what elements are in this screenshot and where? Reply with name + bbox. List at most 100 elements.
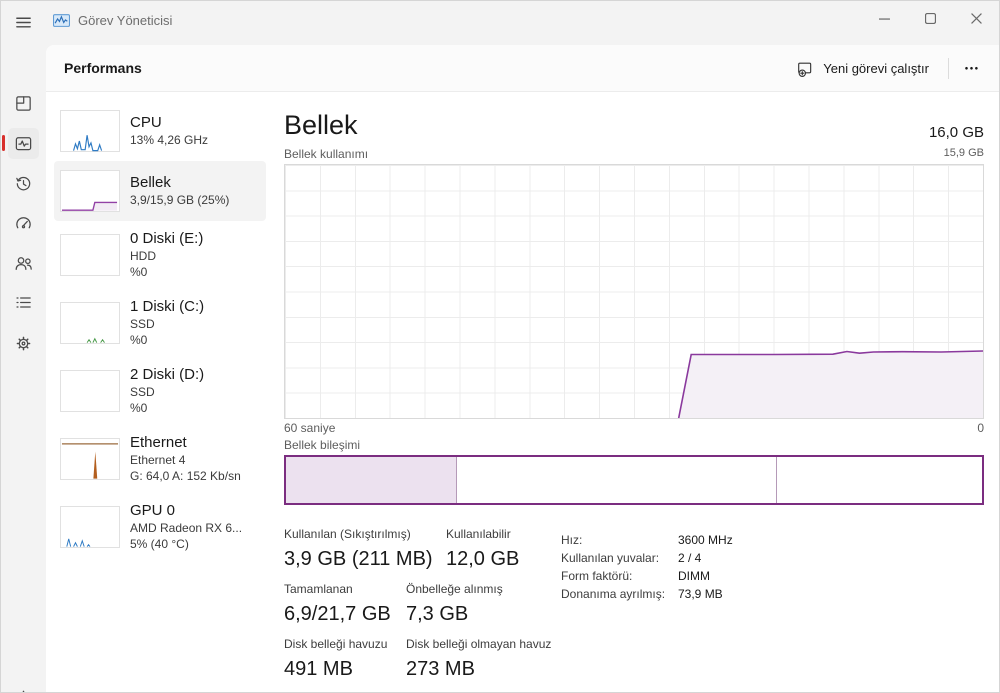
info-value: 2 / 4 — [678, 551, 702, 565]
device-item-disk-d[interactable]: 2 Diski (D:) SSD %0 — [54, 357, 266, 425]
app-history-icon — [16, 176, 31, 191]
nav-rail — [1, 41, 46, 692]
time-end-label: 0 — [977, 421, 984, 435]
memory-composition-label: Bellek bileşimi — [284, 438, 361, 452]
nav-startup-apps[interactable] — [8, 208, 39, 239]
device-item-memory[interactable]: Bellek 3,9/15,9 GB (25%) — [54, 161, 266, 221]
device-title: CPU — [130, 114, 162, 131]
titlebar: Görev Yöneticisi — [1, 1, 999, 41]
nav-services[interactable] — [8, 328, 39, 359]
memory-usage-fill — [678, 351, 983, 418]
performance-icon — [15, 137, 32, 151]
ellipsis-icon: ●●● — [964, 65, 980, 72]
page-header: Performans Yeni görevi çalıştır ●●● — [46, 45, 999, 92]
cpu-mini-chart — [60, 110, 120, 152]
info-label: Donanıma ayrılmış: — [561, 587, 666, 601]
info-value: 3600 MHz — [678, 533, 733, 547]
header-separator — [948, 58, 949, 79]
device-subline: HDD — [130, 249, 156, 263]
device-item-ethernet[interactable]: Ethernet Ethernet 4 G: 64,0 A: 152 Kb/sn — [54, 425, 266, 493]
run-new-task-icon — [798, 62, 812, 77]
nav-app-history[interactable] — [8, 168, 39, 199]
services-icon — [16, 336, 31, 351]
nav-settings[interactable] — [8, 682, 39, 692]
memory-usage-chart — [284, 164, 984, 419]
memory-usage-label: Bellek kullanımı — [284, 147, 369, 161]
processes-icon — [16, 96, 31, 111]
stat-label: Disk belleği havuzu — [284, 637, 388, 651]
composition-segment-in-use — [286, 457, 458, 503]
window-title: Görev Yöneticisi — [78, 13, 173, 28]
memory-scale-max: 15,9 GB — [943, 147, 984, 159]
device-item-disk-c[interactable]: 1 Diski (C:) SSD %0 — [54, 289, 266, 357]
stat-value: 491 MB — [284, 658, 353, 680]
device-subline: SSD — [130, 317, 155, 331]
memory-usage-line — [677, 350, 983, 418]
memory-hardware-info: Hız: 3600 MHz Kullanılan yuvalar: 2 / 4 … — [561, 531, 733, 603]
time-span-label: 60 saniye — [284, 421, 336, 435]
nav-performance[interactable] — [8, 128, 39, 159]
run-new-task-button[interactable]: Yeni görevi çalıştır — [786, 53, 939, 84]
device-subline: 5% (40 °C) — [130, 537, 189, 551]
more-options-button[interactable]: ●●● — [955, 53, 989, 84]
stat-label: Önbelleğe alınmış — [406, 582, 503, 596]
stat-label: Kullanılabilir — [446, 527, 511, 541]
memory-stats: Kullanılan (Sıkıştırılmış) 3,9 GB (211 M… — [284, 527, 551, 692]
task-manager-app-icon — [53, 12, 70, 29]
app-identity: Görev Yöneticisi — [53, 12, 172, 29]
info-label: Hız: — [561, 533, 583, 547]
stat-value: 12,0 GB — [446, 548, 520, 570]
info-label: Form faktörü: — [561, 569, 633, 583]
disk-d-mini-chart — [60, 370, 120, 412]
ethernet-mini-chart — [60, 438, 120, 480]
startup-apps-icon — [16, 217, 31, 229]
maximize-button[interactable] — [907, 1, 953, 35]
info-value: DIMM — [678, 569, 710, 583]
device-subline: %0 — [130, 265, 148, 279]
window-controls — [861, 1, 999, 35]
info-value: 73,9 MB — [678, 587, 723, 601]
content-card: Performans Yeni görevi çalıştır ●●● — [46, 45, 999, 692]
device-subline: Ethernet 4 — [130, 453, 186, 467]
device-subline: %0 — [130, 401, 148, 415]
stat-label: Tamamlanan — [284, 582, 353, 596]
info-label: Kullanılan yuvalar: — [561, 551, 660, 565]
device-subline: %0 — [130, 333, 148, 347]
gpu-mini-chart — [60, 506, 120, 548]
memory-composition-bar — [284, 455, 984, 505]
device-item-disk-e[interactable]: 0 Diski (E:) HDD %0 — [54, 221, 266, 289]
close-button[interactable] — [953, 1, 999, 35]
composition-segment-free — [777, 457, 982, 503]
hamburger-menu-button[interactable] — [9, 9, 37, 35]
selected-nav-accent — [2, 135, 5, 151]
device-subline: SSD — [130, 385, 155, 399]
stat-label: Kullanılan (Sıkıştırılmış) — [284, 527, 411, 541]
nav-users[interactable] — [8, 248, 39, 279]
device-title: GPU 0 — [130, 502, 176, 519]
device-subline: G: 64,0 A: 152 Kb/sn — [130, 469, 241, 483]
stat-label: Disk belleği olmayan havuz — [406, 637, 552, 651]
memory-total-capacity: 16,0 GB — [928, 124, 984, 141]
users-icon — [15, 257, 32, 271]
composition-segment-standby — [457, 457, 777, 503]
stat-value: 7,3 GB — [406, 603, 469, 625]
stat-value: 273 MB — [406, 658, 475, 680]
disk-c-mini-chart — [60, 302, 120, 344]
stat-value: 6,9/21,7 GB — [284, 603, 391, 625]
performance-device-list: CPU 13% 4,26 GHz Bellek 3,9/15,9 GB (25%… — [54, 101, 266, 561]
nav-details[interactable] — [8, 287, 39, 318]
nav-processes[interactable] — [8, 88, 39, 119]
details-icon — [16, 297, 31, 308]
settings-gear-icon — [22, 690, 25, 692]
page-title: Performans — [64, 60, 142, 76]
run-new-task-label: Yeni görevi çalıştır — [823, 61, 929, 76]
device-item-cpu[interactable]: CPU 13% 4,26 GHz — [54, 101, 266, 161]
device-subline: 13% 4,26 GHz — [130, 133, 209, 147]
memory-title: Bellek — [284, 110, 358, 140]
stat-value: 3,9 GB (211 MB) — [284, 548, 433, 570]
device-title: Ethernet — [130, 434, 187, 451]
device-item-gpu[interactable]: GPU 0 AMD Radeon RX 6... 5% (40 °C) — [54, 493, 266, 561]
minimize-button[interactable] — [861, 1, 907, 35]
device-title: 0 Diski (E:) — [130, 230, 204, 247]
